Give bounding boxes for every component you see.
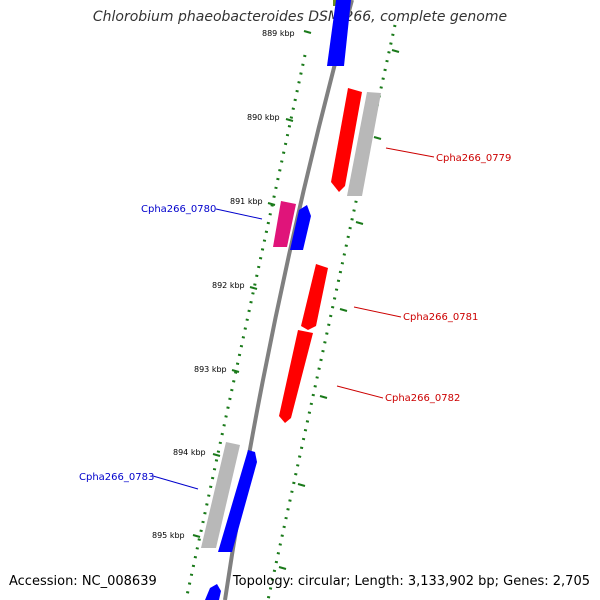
ruler-label-894: 894 kbp — [173, 448, 206, 457]
accession-text: Accession: NC_008639 — [9, 574, 157, 589]
gene-top-blue[interactable] — [327, 0, 351, 66]
leader-0782 — [336, 385, 384, 399]
gene-cpha266-0783-grey[interactable] — [201, 442, 240, 548]
gene-cpha266-0781-red[interactable] — [301, 264, 328, 330]
leader-0780 — [215, 208, 263, 220]
leader-0779 — [385, 147, 435, 158]
gene-bottom-blue[interactable] — [205, 584, 221, 600]
gene-cpha266-0783-blue[interactable] — [218, 450, 257, 552]
map-title: Chlorobium phaeobacteroides DSM 266, com… — [92, 9, 508, 25]
gene-label-cpha266-0783[interactable]: Cpha266_0783 — [79, 472, 154, 483]
gene-cpha266-0779-grey[interactable] — [347, 92, 381, 196]
gene-label-cpha266-0781[interactable]: Cpha266_0781 — [403, 312, 478, 323]
gene-cpha266-0780-pink[interactable] — [273, 201, 296, 247]
gene-cpha266-0782-red[interactable] — [279, 330, 313, 423]
leader-0783 — [152, 475, 199, 490]
outer-ruler-ticks — [278, 49, 400, 570]
leader-0781 — [353, 306, 402, 318]
ruler-label-895: 895 kbp — [152, 531, 185, 540]
gene-cpha266-0780-blue[interactable] — [290, 205, 311, 250]
topology-summary: Topology: circular; Length: 3,133,902 bp… — [232, 574, 590, 589]
ruler-ticks — [192, 30, 312, 538]
ruler-label-893: 893 kbp — [194, 365, 227, 374]
gene-label-cpha266-0780[interactable]: Cpha266_0780 — [141, 204, 216, 215]
ruler-label-891: 891 kbp — [230, 197, 263, 206]
ruler-label-892: 892 kbp — [212, 281, 245, 290]
ruler-label-890: 890 kbp — [247, 113, 280, 122]
ruler-label-889: 889 kbp — [262, 29, 295, 38]
gene-label-cpha266-0779[interactable]: Cpha266_0779 — [436, 153, 511, 164]
gene-label-cpha266-0782[interactable]: Cpha266_0782 — [385, 393, 460, 404]
gene-cpha266-0779-red[interactable] — [331, 88, 362, 192]
